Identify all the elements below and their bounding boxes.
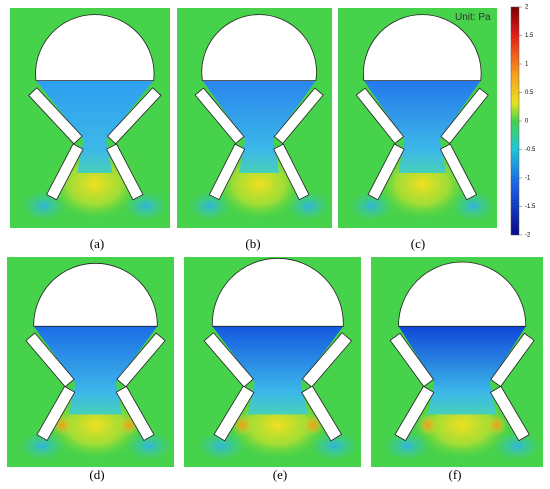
panel [338, 8, 497, 228]
plate [28, 87, 83, 145]
high-pressure-region [374, 146, 470, 222]
colorbar-tick-label: 1 [525, 62, 529, 68]
plate [355, 87, 405, 145]
plate [115, 385, 155, 442]
panel-label: (d) [89, 467, 104, 482]
dome [201, 14, 317, 81]
panel-label: (f) [449, 467, 462, 482]
colorbar-tick-label: 0 [525, 119, 529, 125]
plate [273, 87, 324, 145]
colorbar-tick-label: 2 [525, 5, 529, 11]
flow-region [33, 326, 158, 415]
plate [25, 332, 75, 388]
high-pressure-spot [417, 414, 439, 436]
low-pressure-spot [309, 431, 360, 461]
low-pressure-spot [349, 190, 394, 222]
plate [273, 143, 310, 201]
plate [203, 332, 254, 388]
plate [106, 143, 144, 201]
plate [367, 143, 405, 201]
plate [440, 87, 489, 145]
panel [184, 257, 361, 467]
high-pressure-spot [486, 414, 507, 436]
low-pressure-spot [187, 190, 232, 222]
dome [35, 14, 155, 81]
flow-region [363, 80, 481, 173]
colorbar-tick-label: -0.5 [525, 147, 536, 153]
panel [371, 257, 543, 467]
colorbar-tick-label: 1.5 [525, 33, 534, 39]
plate [208, 143, 246, 201]
colorbar-tick-label: -1.5 [525, 204, 536, 210]
dome [33, 262, 158, 327]
plate [213, 385, 255, 442]
flow-region [202, 80, 316, 173]
panel [7, 257, 174, 467]
panel [10, 8, 170, 228]
low-pressure-spot [125, 431, 173, 461]
low-pressure-spot [450, 190, 496, 222]
flow-region [398, 326, 526, 415]
panels [7, 8, 543, 467]
plate [301, 385, 343, 442]
low-pressure-spot [383, 431, 432, 461]
unit-label: Unit: Pa [455, 12, 491, 23]
colorbar [510, 6, 520, 236]
low-pressure-spot [18, 431, 66, 461]
colorbar-tick-label: -1 [525, 176, 531, 182]
low-pressure-spot [287, 190, 331, 222]
plate [46, 143, 84, 201]
panel [177, 8, 332, 228]
panel-label: (b) [245, 236, 260, 251]
dome [398, 261, 527, 327]
colorbar-tick-label: 0.5 [525, 90, 534, 96]
panel-label: (c) [411, 236, 425, 251]
panel-label: (e) [273, 467, 287, 482]
flow-region [35, 80, 154, 173]
plate [106, 87, 162, 145]
panel-label: (a) [90, 236, 104, 251]
plate [394, 385, 435, 442]
low-pressure-spot [493, 431, 542, 461]
dome [211, 257, 344, 327]
plate [389, 332, 435, 388]
plate [439, 143, 478, 201]
dome [363, 14, 482, 81]
low-pressure-spot [196, 431, 246, 461]
plate [36, 385, 76, 442]
colorbar-tick-label: -2 [525, 233, 531, 239]
plate [489, 385, 530, 442]
flow-region [212, 326, 344, 415]
plate [194, 87, 245, 145]
